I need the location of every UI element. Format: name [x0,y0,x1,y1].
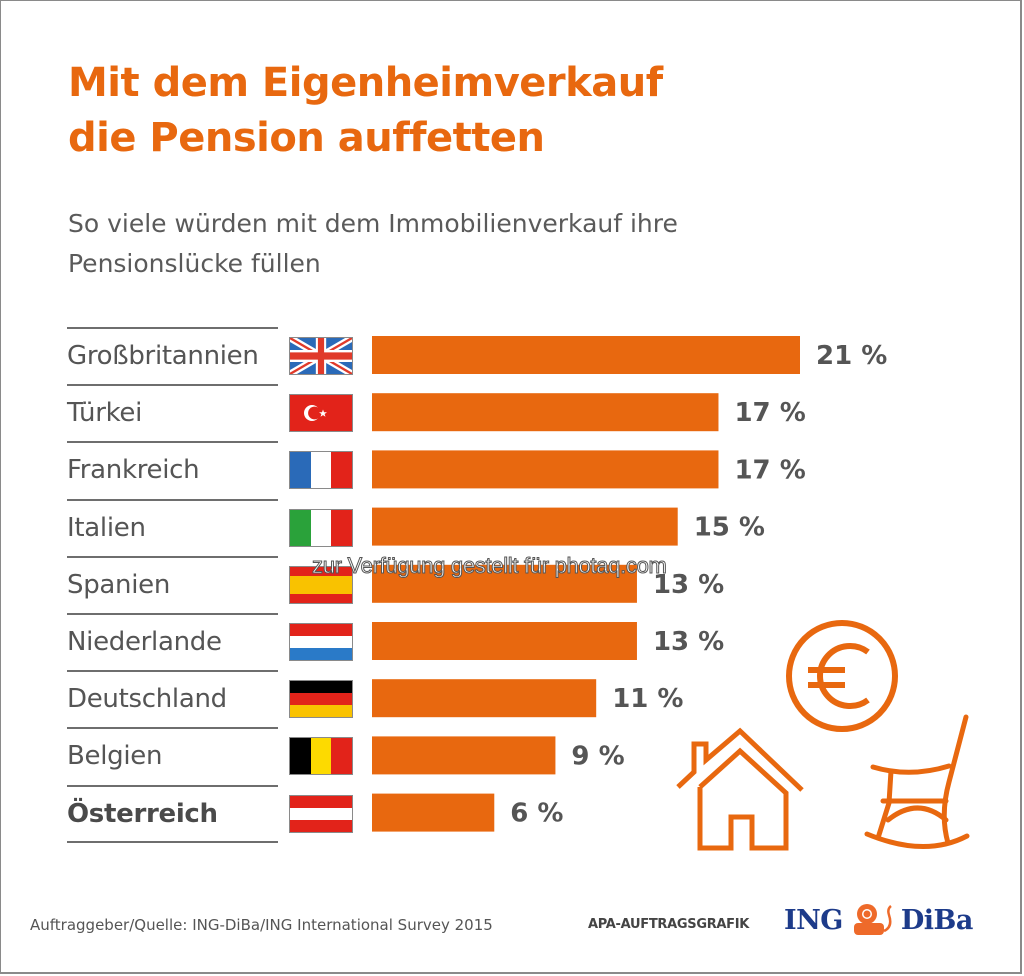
logo-text-ing: ING [784,904,843,936]
austria-flag-icon [289,794,353,833]
house-icon [676,727,804,851]
title-line-1: Mit dem Eigenheimverkauf [68,60,663,106]
country-label: Großbritannien [67,341,259,371]
country-label: Spanien [67,569,171,600]
rocking-chair-icon [864,714,970,849]
subtitle-line-1: So viele würden mit dem Immobilienverkau… [68,209,678,238]
netherlands-flag-icon [289,622,353,661]
subtitle-line-2: Pensionslücke füllen [68,249,321,278]
italy-flag-icon [289,508,353,547]
bar-spanien [372,564,637,603]
row-divider [67,441,278,444]
germany-flag-icon [289,680,353,719]
apa-credit: APA-AUFTRAGSGRAFIK [588,917,750,932]
row-divider [67,784,278,787]
bar-italien [372,507,678,546]
ing-diba-logo: ING DiBa [784,900,973,940]
value-label: 13 % [653,570,724,600]
value-label: 21 % [816,341,887,371]
uk-flag-icon [289,337,353,375]
value-label: 17 % [734,398,805,428]
row-divider [67,841,278,843]
bar-frankreich [372,450,719,489]
france-flag-icon [289,451,353,490]
chart-subtitle: So viele würden mit dem Immobilienverkau… [68,204,768,284]
bar-österreich [372,793,495,832]
row-divider [67,670,278,673]
country-label: Deutschland [67,684,227,715]
belgium-flag-icon [289,737,353,776]
logo-text-diba: DiBa [900,904,974,936]
row-divider [67,727,278,730]
bar-niederlande [372,622,637,660]
bar-großbritannien [372,336,800,374]
country-label: Niederlande [67,626,222,657]
value-label: 15 % [694,513,765,543]
row-divider [67,612,278,615]
country-label: Belgien [67,741,163,772]
value-label: 13 % [653,627,724,657]
title-line-2: die Pension auffetten [68,115,545,161]
row-divider [67,498,278,501]
row-divider [67,384,278,387]
watermark: zur Verfügung gestellt für photaq.com [312,553,668,579]
country-label-highlighted: Österreich [67,798,218,829]
value-label: 9 % [571,741,624,771]
source-note: Auftraggeber/Quelle: ING-DiBa/ING Intern… [30,916,493,934]
row-divider [67,327,278,329]
value-label: 17 % [734,455,805,485]
spain-flag-icon [289,565,353,604]
country-label: Türkei [67,398,143,429]
bar-türkei [372,393,719,432]
lion-icon [853,904,892,935]
turkey-flag-icon [289,394,353,433]
country-label: Frankreich [67,455,200,486]
value-label: 11 % [612,684,683,714]
chart-title: Mit dem Eigenheimverkauf die Pension auf… [68,56,663,166]
bar-deutschland [372,679,597,718]
row-divider [67,555,278,558]
country-label: Italien [67,512,146,543]
bar-belgien [372,736,556,775]
value-label: 6 % [510,799,563,829]
euro-coin-icon [786,620,898,732]
